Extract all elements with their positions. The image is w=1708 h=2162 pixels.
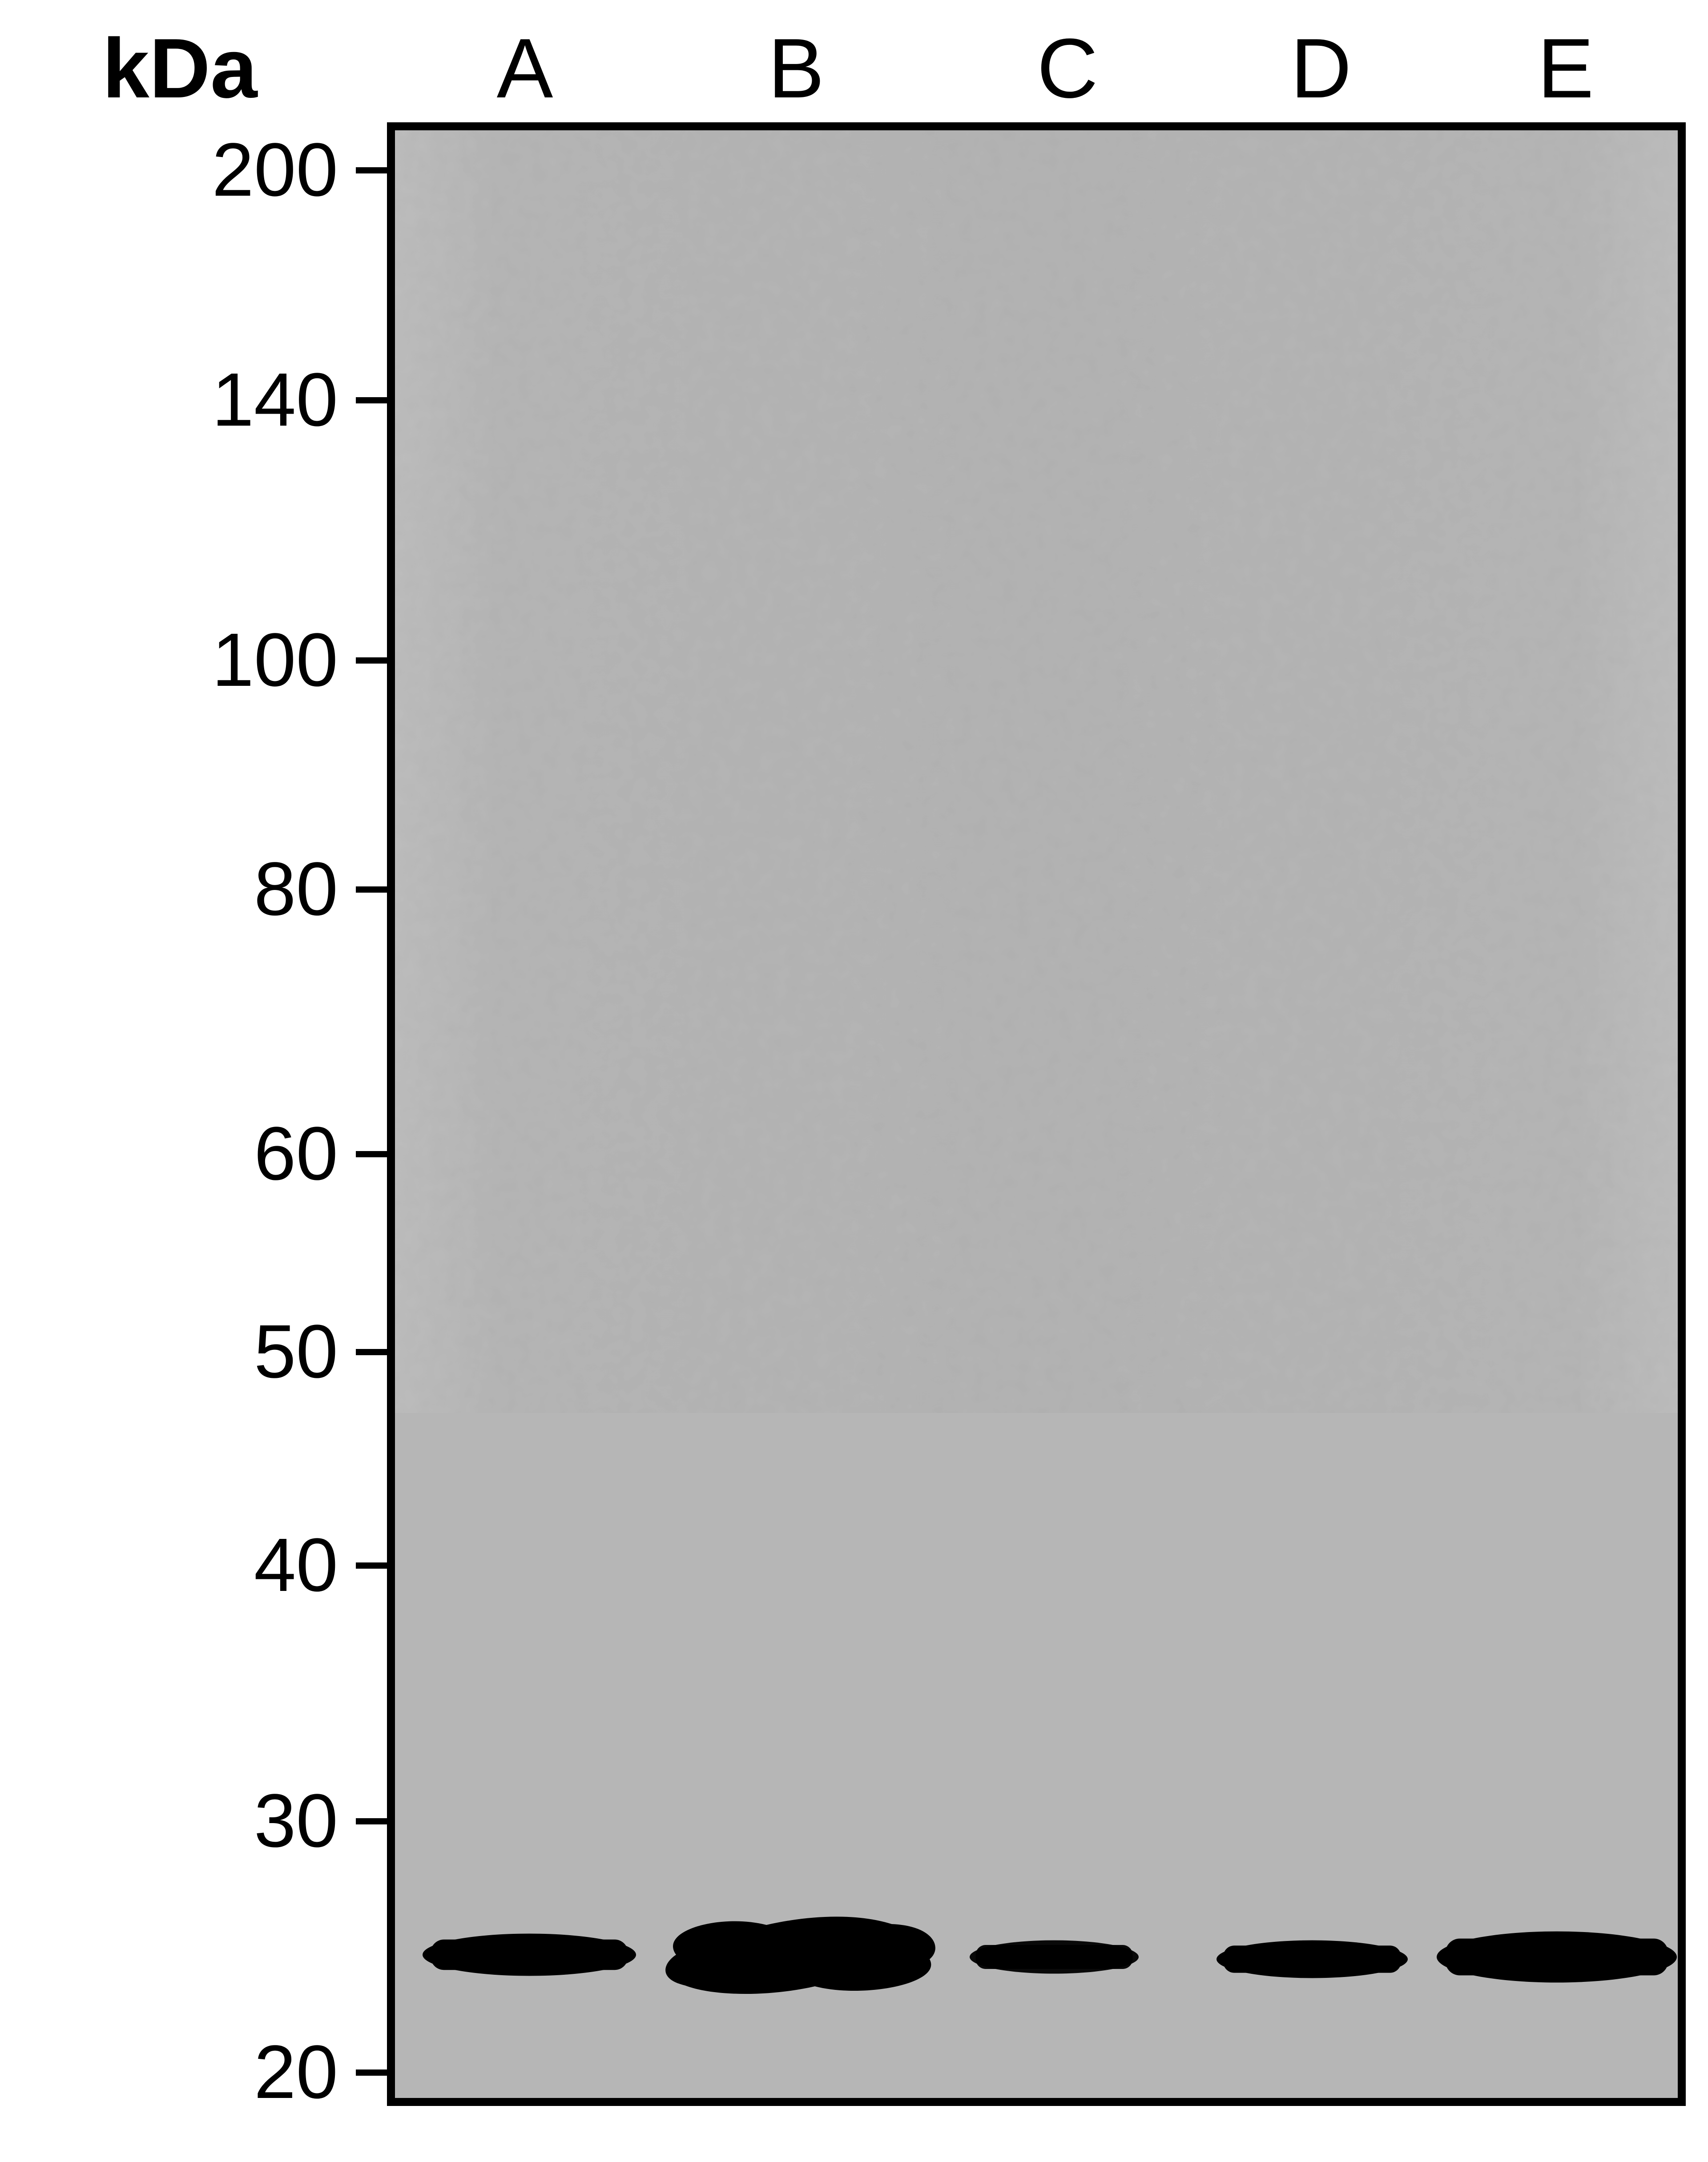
band-lane-b: [665, 1916, 935, 1994]
western-blot-figure: kDa ABCDE 2001401008060: [0, 0, 1708, 2162]
band-lane-e: [1437, 1932, 1677, 1983]
band-lane-d: [1217, 1941, 1408, 1978]
band-lane-a: [423, 1934, 636, 1976]
bands-overlay: [0, 0, 1708, 2162]
band-lane-c: [970, 1941, 1139, 1974]
